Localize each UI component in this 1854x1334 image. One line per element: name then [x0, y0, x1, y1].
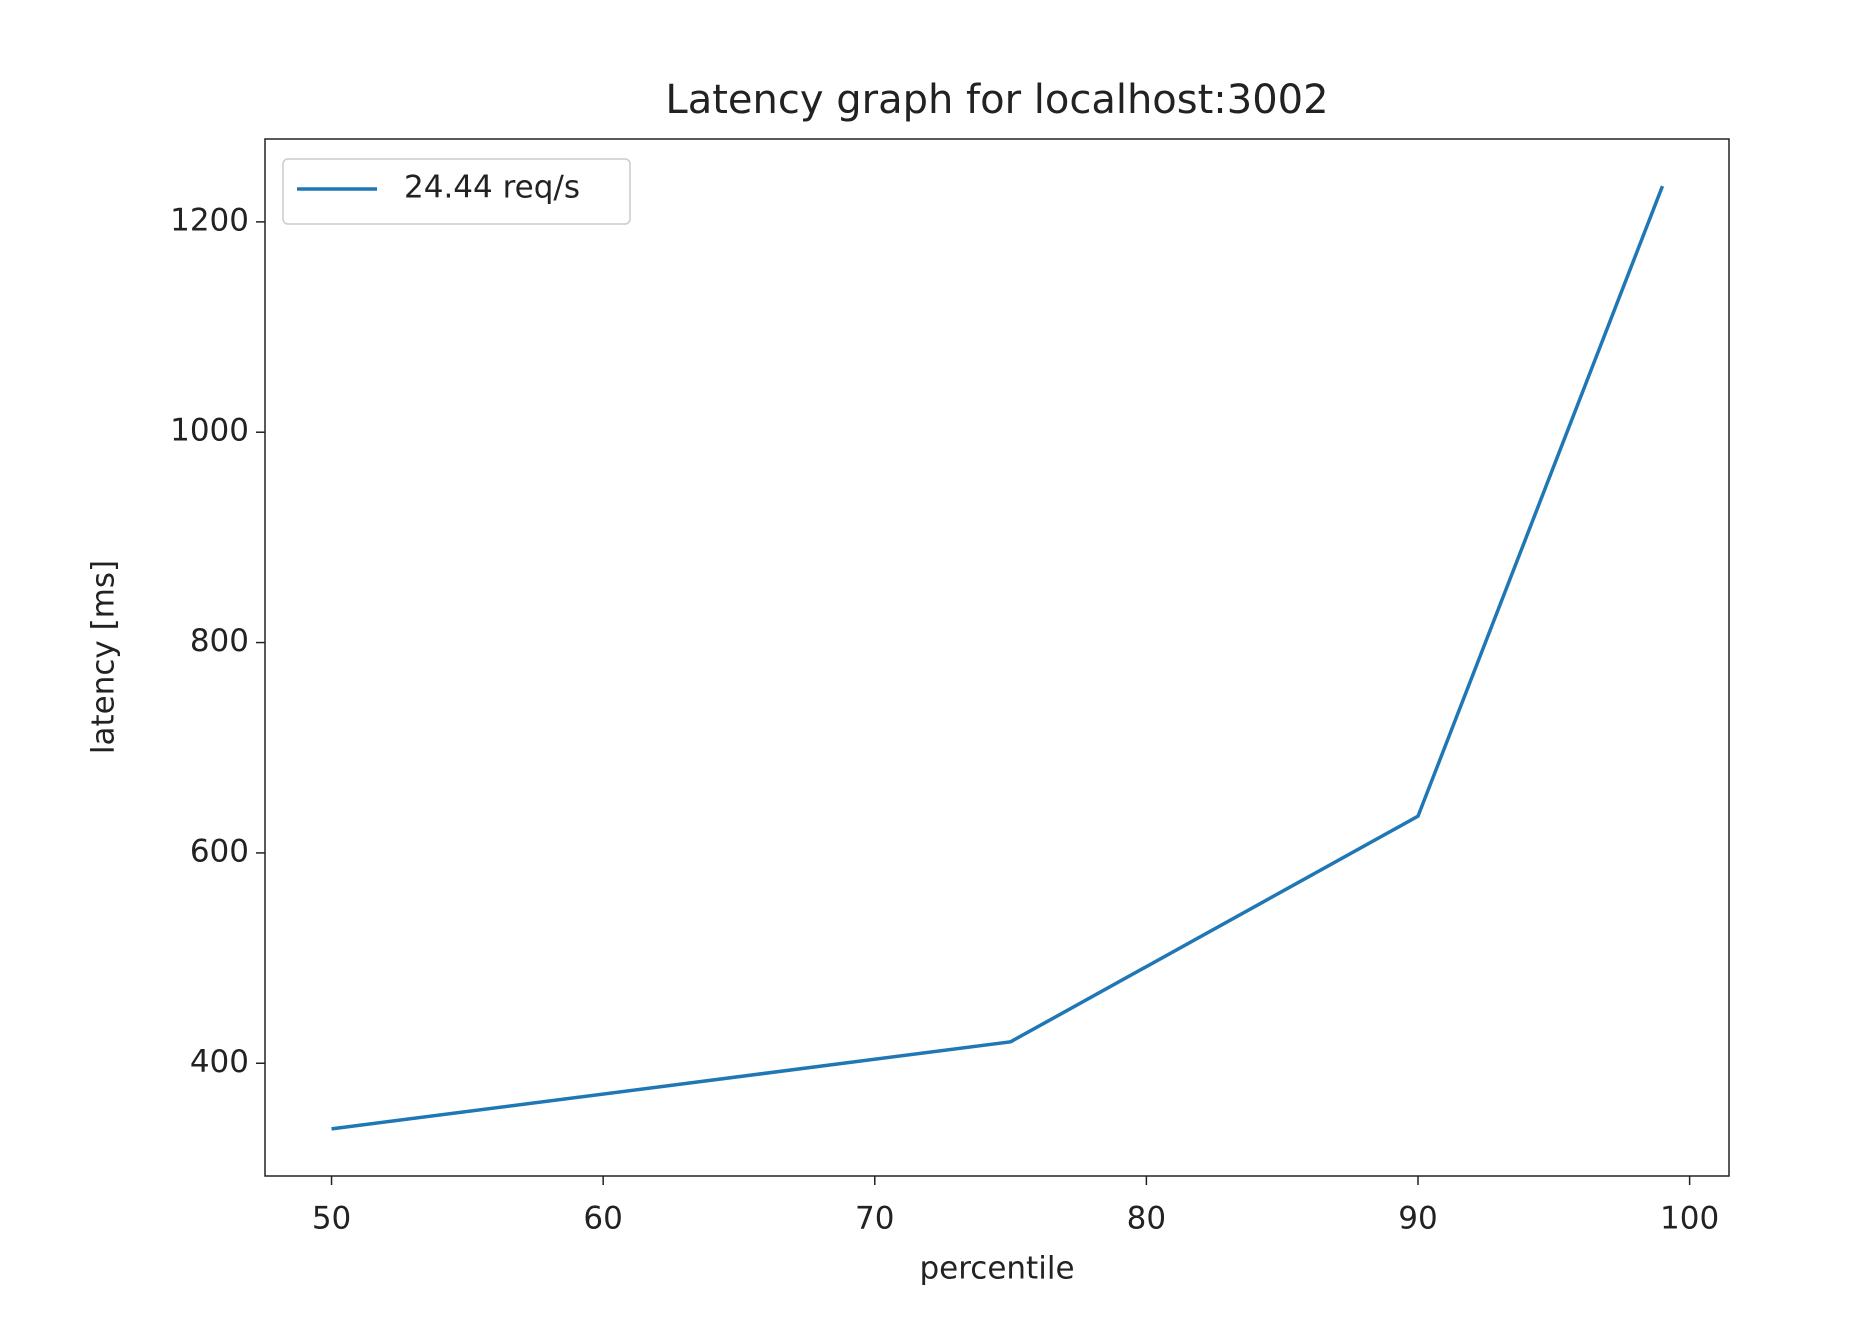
plot-frame: [264, 138, 1730, 1177]
x-tick-label: 80: [1127, 1201, 1166, 1237]
y-tick-label: 600: [190, 833, 249, 869]
y-axis-label: latency [ms]: [86, 560, 122, 754]
x-tick-label: 60: [583, 1201, 622, 1237]
x-tick-label: 100: [1660, 1201, 1719, 1237]
legend-label: 24.44 req/s: [404, 170, 580, 206]
x-tick-label: 90: [1398, 1201, 1437, 1237]
y-tick-label: 1200: [170, 202, 249, 238]
legend-box: [282, 158, 631, 225]
x-tick-label: 50: [312, 1201, 351, 1237]
y-tick-label: 800: [190, 623, 249, 659]
x-tick-label: 70: [855, 1201, 894, 1237]
chart-title: Latency graph for localhost:3002: [665, 77, 1328, 123]
data-line: [331, 185, 1665, 1131]
x-axis-label: percentile: [919, 1251, 1074, 1287]
y-tick-label: 400: [190, 1044, 249, 1080]
y-tick-label: 1000: [170, 413, 249, 449]
